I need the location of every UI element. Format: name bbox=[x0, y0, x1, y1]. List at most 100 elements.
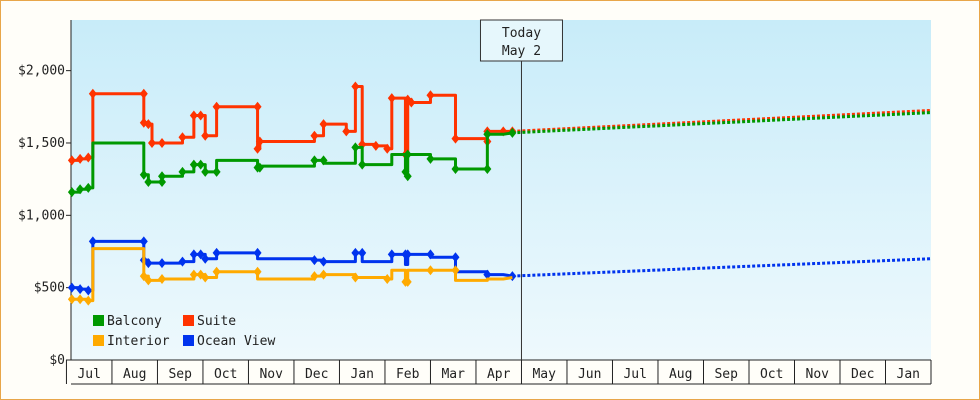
ocean-view-point[interactable] bbox=[319, 256, 328, 267]
balcony-point[interactable] bbox=[178, 166, 187, 177]
balcony-point[interactable] bbox=[158, 171, 167, 182]
suite-point[interactable] bbox=[212, 101, 221, 112]
balcony-point[interactable] bbox=[483, 164, 492, 175]
balcony-point[interactable] bbox=[189, 159, 198, 170]
suite-point[interactable] bbox=[144, 119, 153, 130]
ocean-view-point[interactable] bbox=[451, 252, 460, 263]
ocean-view-point[interactable] bbox=[196, 249, 205, 260]
ocean-view-point[interactable] bbox=[253, 247, 262, 258]
suite-point[interactable] bbox=[178, 132, 187, 143]
balcony-point[interactable] bbox=[212, 166, 221, 177]
suite-point[interactable] bbox=[319, 119, 328, 130]
ocean-view-point[interactable] bbox=[67, 282, 76, 293]
suite-point[interactable] bbox=[407, 97, 416, 108]
balcony-point[interactable] bbox=[319, 155, 328, 166]
balcony-point[interactable] bbox=[84, 182, 93, 193]
suite-point[interactable] bbox=[253, 101, 262, 112]
balcony-point[interactable] bbox=[158, 177, 167, 188]
interior-point[interactable] bbox=[253, 266, 262, 277]
suite-point[interactable] bbox=[139, 88, 148, 99]
balcony-point[interactable] bbox=[403, 171, 412, 182]
legend-swatch-balcony bbox=[93, 315, 104, 326]
suite-point[interactable] bbox=[189, 110, 198, 121]
interior-point[interactable] bbox=[144, 275, 153, 286]
ocean-view-point[interactable] bbox=[84, 285, 93, 296]
suite-point[interactable] bbox=[196, 110, 205, 121]
suite-point[interactable] bbox=[342, 126, 351, 137]
interior-point[interactable] bbox=[319, 269, 328, 280]
suite-point[interactable] bbox=[76, 153, 85, 164]
ocean-view-point[interactable] bbox=[76, 284, 85, 295]
y-tick-label: $500 bbox=[34, 281, 65, 296]
ocean-view-point[interactable] bbox=[483, 269, 492, 280]
balcony-point[interactable] bbox=[358, 159, 367, 170]
ocean-view-point[interactable] bbox=[358, 247, 367, 258]
plot-background bbox=[71, 20, 931, 360]
balcony-point[interactable] bbox=[67, 187, 76, 198]
ocean-view-point[interactable] bbox=[426, 249, 435, 260]
balcony-point[interactable] bbox=[483, 129, 492, 140]
ocean-view-point[interactable] bbox=[88, 236, 97, 247]
legend-label-suite: Suite bbox=[197, 314, 236, 329]
balcony-point[interactable] bbox=[508, 127, 517, 138]
ocean-view-point[interactable] bbox=[310, 255, 319, 266]
suite-point[interactable] bbox=[255, 136, 264, 147]
ocean-view-point[interactable] bbox=[144, 258, 153, 269]
suite-point[interactable] bbox=[351, 81, 360, 92]
interior-series-line bbox=[71, 247, 513, 303]
x-tick-label: Aug bbox=[123, 367, 146, 382]
interior-point[interactable] bbox=[212, 266, 221, 277]
legend: Balcony Suite Interior Ocean View bbox=[93, 314, 275, 349]
ocean-view-point[interactable] bbox=[403, 249, 412, 260]
balcony-point[interactable] bbox=[196, 159, 205, 170]
balcony-point[interactable] bbox=[351, 142, 360, 153]
balcony-point[interactable] bbox=[144, 177, 153, 188]
interior-point[interactable] bbox=[189, 269, 198, 280]
x-tick-label: Dec bbox=[851, 367, 874, 382]
balcony-point[interactable] bbox=[255, 162, 264, 173]
interior-point[interactable] bbox=[139, 271, 148, 282]
interior-point[interactable] bbox=[351, 272, 360, 283]
ocean-view-point[interactable] bbox=[178, 256, 187, 267]
balcony-point[interactable] bbox=[426, 153, 435, 164]
suite-point[interactable] bbox=[426, 90, 435, 101]
suite-point[interactable] bbox=[67, 155, 76, 166]
interior-point[interactable] bbox=[76, 294, 85, 305]
suite-point[interactable] bbox=[383, 143, 392, 154]
interior-point[interactable] bbox=[67, 294, 76, 305]
interior-point[interactable] bbox=[84, 295, 93, 306]
balcony-point[interactable] bbox=[403, 149, 412, 160]
ocean-view-point[interactable] bbox=[158, 258, 167, 269]
interior-point[interactable] bbox=[426, 265, 435, 276]
ocean-view-point[interactable] bbox=[201, 253, 210, 264]
suite-point[interactable] bbox=[451, 133, 460, 144]
balcony-point[interactable] bbox=[139, 169, 148, 180]
ocean-view-point[interactable] bbox=[387, 249, 396, 260]
suite-point[interactable] bbox=[253, 143, 262, 154]
suite-point[interactable] bbox=[387, 93, 396, 104]
interior-point[interactable] bbox=[403, 276, 412, 287]
suite-point[interactable] bbox=[310, 130, 319, 141]
suite-point[interactable] bbox=[371, 140, 380, 151]
suite-point[interactable] bbox=[201, 130, 210, 141]
suite-point[interactable] bbox=[147, 137, 156, 148]
x-tick-label: Jul bbox=[623, 367, 646, 382]
balcony-point[interactable] bbox=[310, 155, 319, 166]
suite-point[interactable] bbox=[88, 88, 97, 99]
balcony-point[interactable] bbox=[76, 184, 85, 195]
x-tick-label: Feb bbox=[396, 367, 420, 382]
suite-point[interactable] bbox=[84, 152, 93, 163]
interior-point[interactable] bbox=[383, 273, 392, 284]
ocean-view-point[interactable] bbox=[189, 249, 198, 260]
suite-point[interactable] bbox=[158, 137, 167, 148]
balcony-point[interactable] bbox=[201, 166, 210, 177]
interior-point[interactable] bbox=[451, 265, 460, 276]
ocean-view-point[interactable] bbox=[139, 236, 148, 247]
interior-point[interactable] bbox=[158, 273, 167, 284]
balcony-point[interactable] bbox=[451, 164, 460, 175]
legend-label-balcony: Balcony bbox=[107, 314, 162, 329]
interior-point[interactable] bbox=[310, 271, 319, 282]
ocean-view-point[interactable] bbox=[212, 247, 221, 258]
ocean-view-point[interactable] bbox=[351, 247, 360, 258]
interior-point[interactable] bbox=[201, 272, 210, 283]
